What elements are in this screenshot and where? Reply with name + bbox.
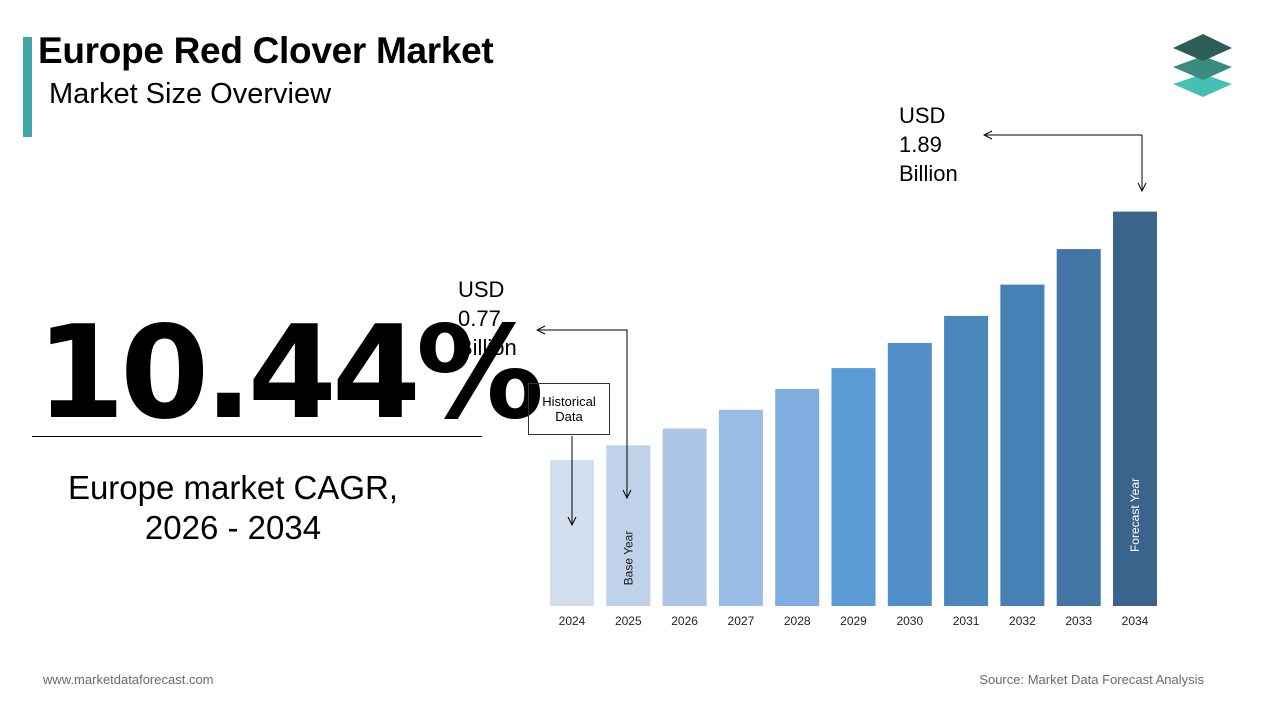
- logo-layer-top: [1173, 34, 1232, 61]
- bar-2029: [831, 368, 876, 606]
- start-value-annotation: USD 0.77 Billion: [458, 277, 517, 360]
- bar-2028: [775, 389, 820, 606]
- x-tick-label: 2034: [1122, 614, 1149, 628]
- logo-layer-bottom: [1173, 74, 1232, 97]
- footer-website: www.marketdataforecast.com: [43, 672, 214, 687]
- forecast-year-label: Forecast Year: [1128, 478, 1142, 552]
- title-accent-bar: [23, 37, 32, 137]
- x-tick-label: 2032: [1009, 614, 1036, 628]
- logo-layer-middle: [1173, 56, 1232, 80]
- brand-logo-icon: [1173, 34, 1232, 97]
- x-tick-label: 2027: [728, 614, 755, 628]
- bar-2025: [606, 445, 651, 606]
- x-tick-label: 2033: [1065, 614, 1092, 628]
- x-tick-label: 2028: [784, 614, 811, 628]
- x-tick-label: 2030: [896, 614, 923, 628]
- bar-2026: [662, 428, 707, 606]
- bar-2031: [944, 315, 989, 606]
- base-year-label: Base Year: [621, 531, 635, 586]
- x-tick-label: 2031: [953, 614, 980, 628]
- cagr-value: 10.44%: [36, 299, 544, 448]
- bar-2033: [1056, 249, 1101, 606]
- bar-2030: [887, 343, 932, 606]
- bar-2034: [1113, 211, 1157, 606]
- x-tick-label: 2024: [559, 614, 586, 628]
- bar-2027: [718, 409, 763, 606]
- page-title: Europe Red Clover Market: [38, 30, 494, 71]
- bar-2032: [1000, 284, 1045, 606]
- x-tick-label: 2029: [840, 614, 867, 628]
- page-subtitle: Market Size Overview: [49, 78, 332, 110]
- footer-source: Source: Market Data Forecast Analysis: [979, 672, 1204, 687]
- cagr-divider: [32, 436, 482, 437]
- historical-data-box: Historical Data: [528, 383, 610, 435]
- cagr-label: Europe market CAGR, 2026 - 2034: [67, 469, 399, 546]
- x-tick-label: 2025: [615, 614, 642, 628]
- x-tick-label: 2026: [671, 614, 698, 628]
- end-value-annotation: USD 1.89 Billion: [899, 103, 958, 186]
